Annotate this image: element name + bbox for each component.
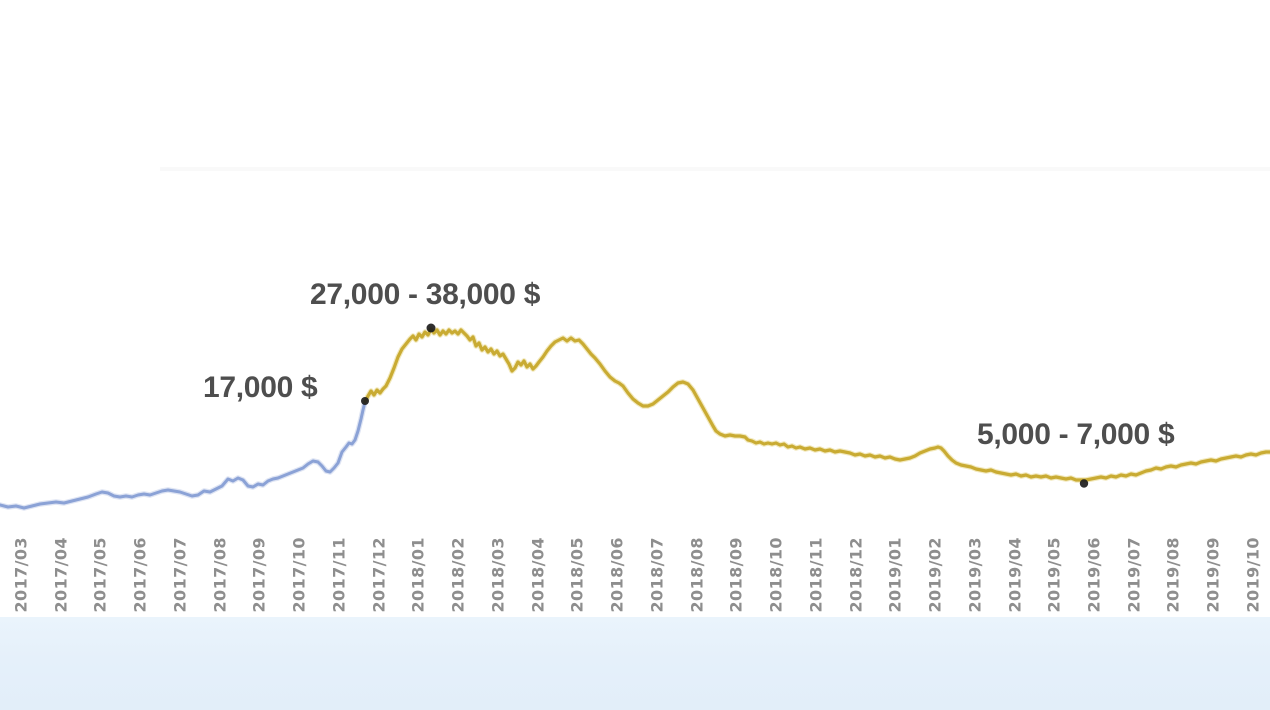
x-axis-label: 2017/04 xyxy=(51,537,71,613)
marker-dot-2 xyxy=(1079,479,1089,488)
x-axis-label: 2018/04 xyxy=(528,537,548,613)
x-axis-label: 2019/01 xyxy=(885,537,905,613)
x-axis-label: 2018/10 xyxy=(766,537,786,613)
x-axis-label: 2018/01 xyxy=(408,537,428,613)
x-axis-label: 2019/04 xyxy=(1005,537,1024,613)
x-axis-label: 2019/09 xyxy=(1203,537,1223,613)
post-peak-line-gold xyxy=(363,327,1270,482)
x-axis-label: 2019/05 xyxy=(1044,537,1064,613)
x-axis-label: 2019/08 xyxy=(1163,537,1183,613)
x-axis-label: 2019/06 xyxy=(1084,537,1104,613)
x-axis-label: 2018/11 xyxy=(806,537,826,613)
x-axis-label: 2018/02 xyxy=(448,537,468,613)
x-axis-label: 2018/12 xyxy=(846,537,866,613)
bottom-band xyxy=(0,617,1270,710)
x-axis-label: 2019/02 xyxy=(925,537,945,613)
post-peak-line-halo xyxy=(362,326,1270,483)
x-axis-label: 2017/05 xyxy=(90,537,110,613)
x-axis-label: 2017/08 xyxy=(210,537,230,613)
x-axis-label: 2018/07 xyxy=(647,537,667,613)
x-axis-label: 2018/03 xyxy=(488,537,508,613)
x-axis-label: 2018/05 xyxy=(567,537,587,613)
x-axis-label: 2018/08 xyxy=(687,537,707,613)
x-axis-label: 2018/09 xyxy=(726,537,746,613)
x-axis-label: 2019/03 xyxy=(965,537,985,613)
x-axis-label: 2019/07 xyxy=(1124,537,1144,613)
marker-dot-0 xyxy=(361,397,369,405)
x-axis-label: 2017/06 xyxy=(130,537,150,613)
marker-dot-1 xyxy=(426,323,436,333)
x-axis-label: 2017/10 xyxy=(289,537,309,613)
x-axis-label: 2017/12 xyxy=(369,537,389,613)
annotation-27000-38000: 27,000 - 38,000 $ xyxy=(310,278,541,311)
annotation-17000: 17,000 $ xyxy=(203,371,318,404)
runup-line-blue xyxy=(0,400,367,510)
annotation-5000-7000: 5,000 - 7,000 $ xyxy=(977,418,1175,451)
x-axis-label: 2017/03 xyxy=(11,537,31,613)
x-axis-label: 2018/06 xyxy=(607,537,627,613)
x-axis-label: 2017/11 xyxy=(329,537,349,613)
x-axis-label: 2017/07 xyxy=(170,537,190,613)
x-axis-label: 2019/10 xyxy=(1243,537,1263,613)
x-axis-label: 2017/09 xyxy=(249,537,269,613)
